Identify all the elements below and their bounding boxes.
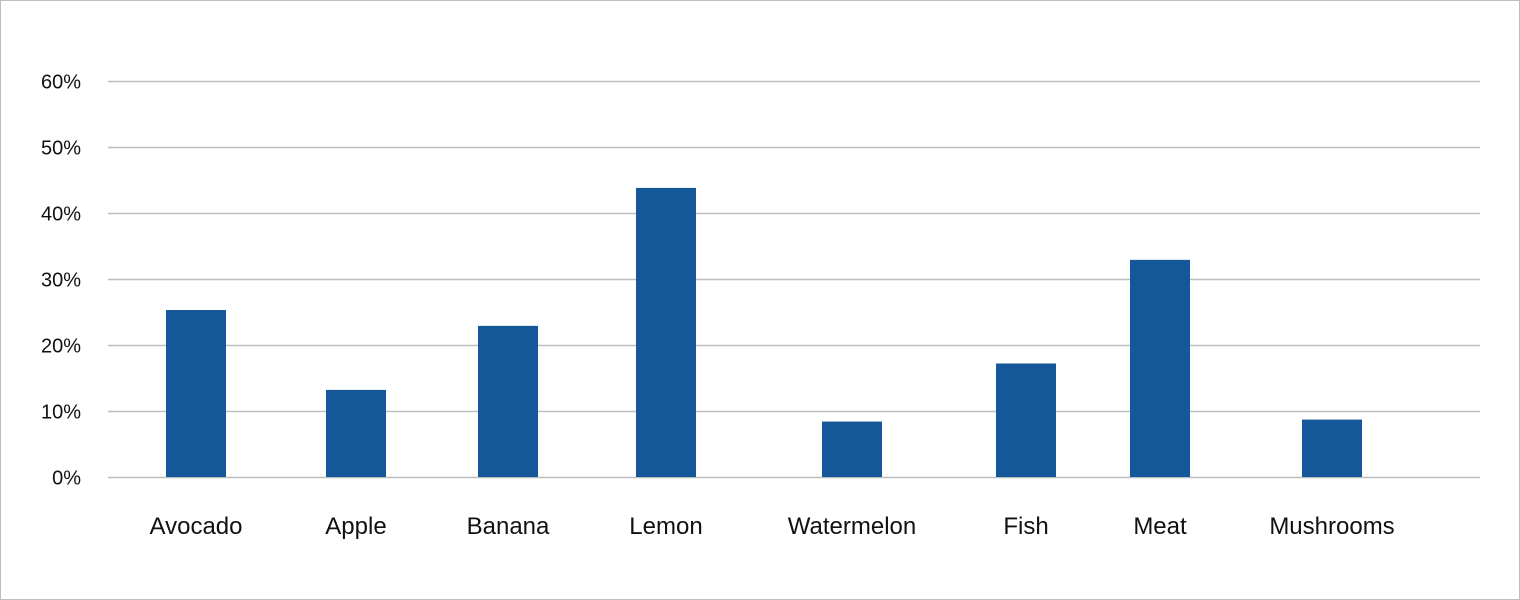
y-tick-label: 20% bbox=[41, 336, 81, 358]
y-tick-label: 50% bbox=[41, 138, 81, 160]
y-tick-label: 10% bbox=[41, 402, 81, 424]
x-axis-labels: Avocado Apple Banana Lemon Watermelon Fish Mea… bbox=[150, 513, 1395, 540]
bar-meat bbox=[1130, 259, 1190, 477]
y-tick-label: 60% bbox=[41, 72, 81, 94]
y-axis-ticks: 0% 10% 20% 30% 40% 50% 60% bbox=[41, 72, 81, 490]
x-tick-label-banana: Banana bbox=[467, 513, 550, 540]
bar-fish bbox=[996, 363, 1056, 477]
bars bbox=[166, 187, 1362, 478]
x-tick-label-mushrooms: Mushrooms bbox=[1269, 513, 1394, 540]
x-tick-label-lemon: Lemon bbox=[629, 513, 702, 540]
bar-apple bbox=[326, 389, 386, 477]
bar-lemon bbox=[636, 187, 696, 478]
y-tick-label: 30% bbox=[41, 270, 81, 292]
x-tick-label-meat: Meat bbox=[1133, 513, 1187, 540]
y-tick-label: 0% bbox=[52, 468, 81, 490]
bar-banana bbox=[478, 325, 538, 477]
bar-mushrooms bbox=[1302, 419, 1362, 477]
x-tick-label-avocado: Avocado bbox=[150, 513, 243, 540]
bar-avocado bbox=[166, 310, 226, 477]
y-tick-label: 40% bbox=[41, 204, 81, 226]
gridlines bbox=[108, 80, 1480, 479]
x-tick-label-apple: Apple bbox=[325, 513, 386, 540]
x-tick-label-watermelon: Watermelon bbox=[788, 513, 916, 540]
x-tick-label-fish: Fish bbox=[1003, 513, 1048, 540]
bar-watermelon bbox=[822, 421, 882, 477]
